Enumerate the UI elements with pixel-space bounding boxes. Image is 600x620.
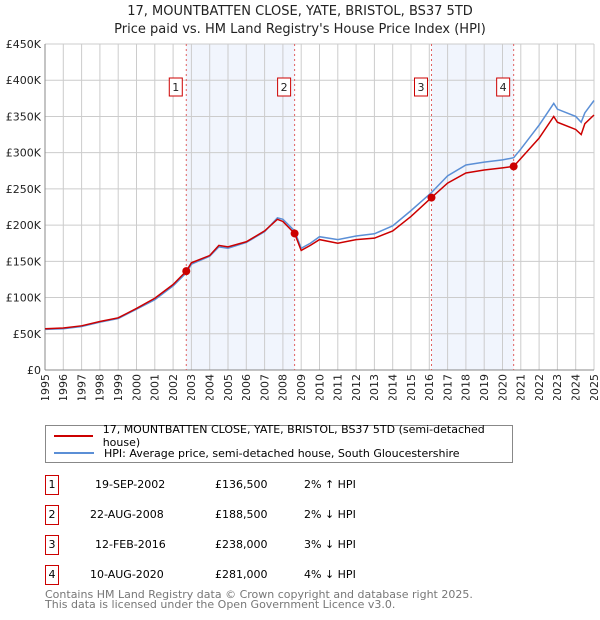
- sale-label: 1: [172, 81, 179, 94]
- sale-number-badge: 2: [45, 505, 59, 525]
- sale-row: 1 19-SEP-2002 £136,500 2% ↑ HPI: [45, 475, 495, 495]
- x-tick-label: 2014: [387, 374, 400, 400]
- x-tick-label: 2019: [478, 374, 491, 400]
- sale-label: 2: [281, 81, 288, 94]
- x-tick-label: 2022: [533, 374, 546, 400]
- footer: Contains HM Land Registry data © Crown c…: [45, 588, 473, 611]
- sale-price: £238,000: [215, 538, 268, 551]
- x-tick-label: 2006: [240, 374, 253, 400]
- x-tick-label: 2000: [130, 374, 143, 400]
- shaded-period: [186, 44, 295, 370]
- property-price-line: [44, 114, 595, 330]
- sale-date: 12-FEB-2016: [95, 538, 166, 551]
- sale-date: 10-AUG-2020: [90, 568, 164, 581]
- footer-line: This data is licensed under the Open Gov…: [45, 598, 396, 611]
- sale-label-box: [496, 77, 511, 97]
- x-tick-label: 2005: [222, 374, 235, 400]
- y-tick-label: £0: [27, 364, 41, 377]
- y-tick-label: £300K: [6, 147, 42, 160]
- x-tick-label: 2013: [368, 374, 381, 400]
- x-tick-label: 1999: [112, 374, 125, 400]
- legend-item-hpi: HPI: Average price, semi-detached house,…: [54, 445, 460, 461]
- sale-point: [509, 162, 518, 171]
- sale-number-badge: 3: [45, 535, 59, 555]
- sale-point: [427, 193, 436, 202]
- legend: 17, MOUNTBATTEN CLOSE, YATE, BRISTOL, BS…: [45, 423, 513, 463]
- y-tick-label: £250K: [6, 183, 42, 196]
- sale-price: £281,000: [215, 568, 268, 581]
- legend-line-red: [54, 435, 93, 437]
- y-tick-label: £150K: [6, 255, 42, 268]
- sale-hpi-diff: 4% ↓ HPI: [304, 568, 356, 581]
- sale-date: 19-SEP-2002: [95, 478, 166, 491]
- sale-date: 22-AUG-2008: [90, 508, 164, 521]
- x-tick-label: 2020: [496, 374, 509, 400]
- x-tick-label: 1995: [39, 374, 52, 400]
- x-tick-label: 2008: [277, 374, 290, 400]
- shaded-period: [431, 44, 514, 370]
- sale-hpi-diff: 2% ↑ HPI: [304, 478, 356, 491]
- hpi-line: [44, 100, 595, 331]
- legend-item-property: 17, MOUNTBATTEN CLOSE, YATE, BRISTOL, BS…: [54, 423, 512, 449]
- x-tick-label: 2009: [295, 374, 308, 400]
- y-tick-label: £100K: [6, 292, 42, 305]
- x-tick-label: 2007: [258, 374, 271, 400]
- price-chart: 1995 1996 1997 1998 1999 2000 2001 2002 2003 2004…: [6, 38, 600, 400]
- sale-row: 3 12-FEB-2016 £238,000 3% ↓ HPI: [45, 535, 495, 555]
- x-tick-label: 2021: [515, 374, 528, 400]
- x-tick-label: 2018: [460, 374, 473, 400]
- legend-label: 17, MOUNTBATTEN CLOSE, YATE, BRISTOL, BS…: [102, 423, 485, 449]
- x-tick-label: 2003: [185, 374, 198, 400]
- legend-label: HPI: Average price, semi-detached house,…: [104, 446, 460, 460]
- sale-label-box: [277, 77, 292, 97]
- sale-label-box: [413, 77, 428, 97]
- x-tick-label: 2016: [423, 374, 436, 400]
- x-tick-label: 1996: [57, 374, 70, 400]
- sale-hpi-diff: 2% ↓ HPI: [304, 508, 356, 521]
- x-tick-label: 2015: [405, 374, 418, 400]
- x-tick-label: 1998: [94, 374, 107, 400]
- x-tick-label: 2017: [441, 374, 454, 400]
- x-tick-label: 2002: [167, 374, 180, 400]
- sale-price: £136,500: [215, 478, 268, 491]
- y-tick-label: £400K: [6, 74, 42, 87]
- x-tick-label: 2023: [551, 374, 564, 400]
- sale-label: 4: [500, 81, 507, 94]
- x-tick-label: 2001: [149, 374, 162, 400]
- sale-number-badge: 1: [45, 475, 59, 495]
- x-tick-label: 2012: [350, 374, 363, 400]
- sale-number-badge: 4: [45, 565, 59, 585]
- y-tick-label: £50K: [13, 328, 42, 341]
- legend-line-blue: [54, 452, 94, 454]
- sale-point: [182, 267, 191, 276]
- y-tick-label: £200K: [6, 219, 42, 232]
- sale-point: [290, 229, 299, 238]
- x-tick-label: 1997: [75, 374, 88, 400]
- sale-price: £188,500: [215, 508, 268, 521]
- chart-subtitle: Price paid vs. HM Land Registry's House …: [114, 22, 486, 37]
- sale-label: 3: [417, 81, 424, 94]
- sale-label-box: [168, 77, 183, 97]
- sale-row: 4 10-AUG-2020 £281,000 4% ↓ HPI: [45, 565, 495, 585]
- footer-line: Contains HM Land Registry data © Crown c…: [45, 588, 473, 601]
- x-tick-label: 2004: [204, 374, 217, 400]
- x-tick-label: 2025: [588, 374, 600, 400]
- chart-title: 17, MOUNTBATTEN CLOSE, YATE, BRISTOL, BS…: [127, 4, 473, 19]
- sale-row: 2 22-AUG-2008 £188,500 2% ↓ HPI: [45, 505, 495, 525]
- x-tick-label: 2024: [570, 374, 583, 400]
- y-tick-label: £350K: [6, 110, 42, 123]
- x-tick-label: 2011: [332, 374, 345, 400]
- y-tick-label: £450K: [6, 38, 42, 51]
- x-tick-label: 2010: [313, 374, 326, 400]
- sale-hpi-diff: 3% ↓ HPI: [304, 538, 356, 551]
